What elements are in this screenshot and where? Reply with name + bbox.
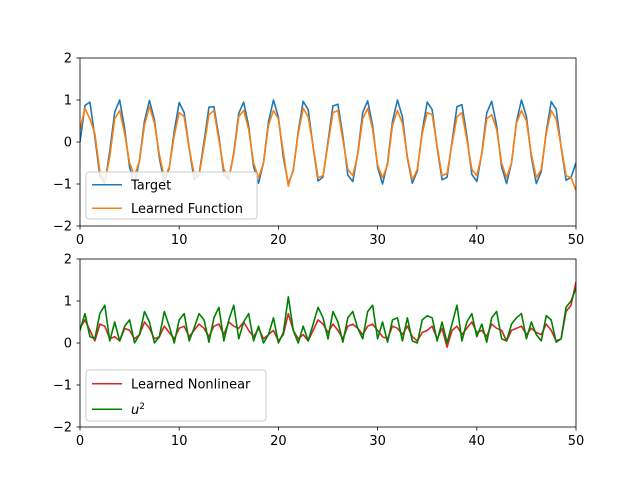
legend-box: [85, 369, 267, 422]
legend: Learned Nonlinear u2: [85, 369, 267, 422]
x-tick-label: 0: [76, 434, 84, 449]
y-tick-label: 2: [64, 52, 72, 67]
legend-label: Target: [130, 178, 171, 193]
legend-label: Learned Function: [131, 202, 243, 217]
legend: Target Learned Function: [85, 171, 258, 220]
x-tick-label: 10: [171, 434, 188, 449]
y-tick-label: 1: [64, 295, 72, 310]
x-tick-label: 20: [270, 233, 287, 248]
y-tick-label: 2: [64, 253, 72, 268]
series-line-1: [80, 281, 576, 349]
x-tick-label: 50: [568, 434, 585, 449]
x-tick-label: 30: [369, 233, 386, 248]
axes-2: 0 10 20 30 40 50 −2 −1 0 1 2 Learned Nonlinear u2: [53, 253, 584, 450]
y-tick-label: 0: [64, 136, 72, 151]
y-tick-label: −1: [53, 379, 72, 394]
series-group: [80, 281, 576, 349]
x-tick-label: 0: [76, 233, 84, 248]
x-tick-label: 50: [568, 233, 585, 248]
x-tick-label: 40: [469, 233, 486, 248]
series-line-2: [80, 287, 576, 344]
legend-box: [85, 171, 258, 220]
x-tick-label: 40: [469, 434, 486, 449]
y-tick-label: −1: [53, 178, 72, 193]
x-tick-label: 20: [270, 434, 287, 449]
y-tick-label: −2: [53, 421, 72, 436]
legend-label: Learned Nonlinear: [131, 377, 251, 392]
y-tick-label: 0: [64, 337, 72, 352]
y-tick-label: −2: [53, 220, 72, 235]
x-tick-label: 10: [171, 233, 188, 248]
x-tick-label: 30: [369, 434, 386, 449]
axes-1: 0 10 20 30 40 50 −2 −1 0 1 2 Target Learned Function: [53, 52, 584, 249]
series-line-2: [80, 105, 576, 192]
y-tick-label: 1: [64, 94, 72, 109]
legend-label: u2: [131, 402, 145, 418]
